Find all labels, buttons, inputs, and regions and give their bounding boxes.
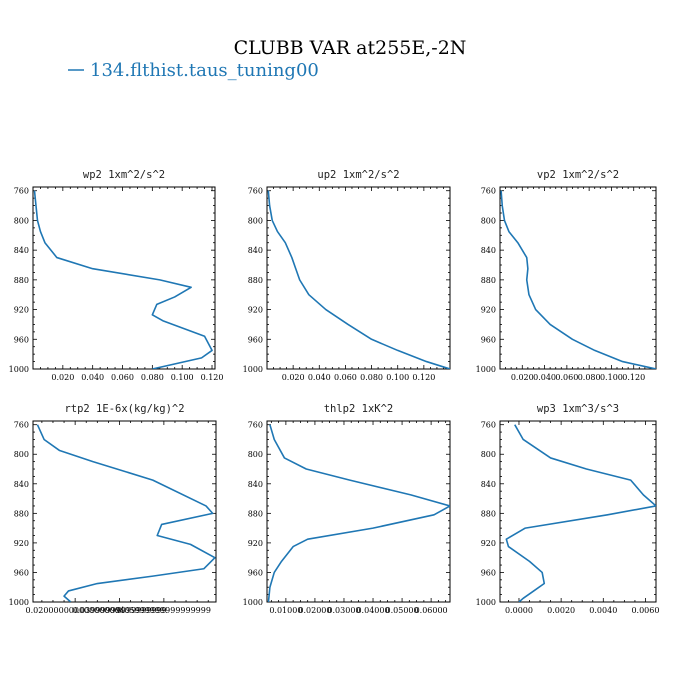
x-tick-label: 0.100 (171, 373, 194, 382)
x-tick-label: 0.080 (141, 373, 164, 382)
legend-label: 134.flthist.taus_tuning00 (90, 60, 319, 81)
x-tick-label: 0.06000 (415, 606, 448, 615)
x-tick-label: 0.040 (308, 373, 331, 382)
x-tick-label: 0.060 (555, 373, 578, 382)
y-tick-label: 880 (14, 509, 29, 518)
y-tick-label: 840 (14, 480, 29, 489)
y-tick-label: 760 (481, 421, 496, 430)
y-tick-label: 880 (481, 509, 496, 518)
x-tick-label: 0.03000 (327, 606, 360, 615)
series-line (267, 424, 450, 602)
x-tick-label: 0.01000 (269, 606, 302, 615)
x-tick-label: 0.0060 (631, 606, 659, 615)
y-tick-label: 760 (248, 187, 263, 196)
panel-6: wp3 1xm^3/s^3 760 800 840 880 920 960 1000 0.000… (476, 403, 660, 615)
y-tick-label: 1000 (476, 365, 496, 374)
panel-title: wp2 1xm^2/s^2 (83, 169, 165, 181)
y-tick-label: 880 (248, 509, 263, 518)
x-tick-label: 0.020 (51, 373, 74, 382)
y-tick-label: 800 (481, 216, 496, 225)
y-tick-label: 840 (481, 480, 496, 489)
y-tick-label: 960 (481, 568, 496, 577)
y-tick-label: 920 (248, 306, 263, 315)
y-tick-label: 800 (14, 450, 29, 459)
series-line (500, 190, 656, 369)
y-tick-label: 760 (14, 187, 29, 196)
series-line (267, 190, 450, 369)
plot-frame (32, 186, 216, 370)
x-tick-label: 0.02000 (298, 606, 331, 615)
x-tick-label: 0.120 (201, 373, 224, 382)
y-tick-label: 920 (481, 539, 496, 548)
x-tick-label: 0.040 (533, 373, 556, 382)
x-tick-label: 0.120 (412, 373, 435, 382)
x-tick-label: 0.040 (81, 373, 104, 382)
y-tick-label: 800 (248, 216, 263, 225)
y-tick-label: 1000 (9, 365, 29, 374)
panel-title: up2 1xm^2/s^2 (317, 169, 399, 181)
y-tick-label: 960 (248, 335, 263, 344)
series-line (505, 424, 656, 602)
y-tick-label: 920 (14, 306, 29, 315)
x-tick-label: 0.03999999999999999 (72, 606, 166, 615)
x-tick-label: 0.100 (600, 373, 623, 382)
y-tick-label: 1000 (9, 598, 29, 607)
panel-title: wp3 1xm^3/s^3 (537, 403, 619, 415)
y-tick-label: 840 (248, 480, 263, 489)
x-tick-label: 0.05000 (386, 606, 419, 615)
x-tick-label: 0.0000 (505, 606, 533, 615)
y-tick-label: 960 (14, 335, 29, 344)
y-tick-label: 920 (481, 306, 496, 315)
y-tick-label: 920 (14, 539, 29, 548)
y-tick-label: 800 (248, 450, 263, 459)
y-tick-label: 1000 (243, 365, 263, 374)
panel-5: thlp2 1xK^2 760 800 840 880 920 960 1000 0.01000… (243, 403, 451, 615)
x-tick-label: 0.04000 (356, 606, 389, 615)
legend: 134.flthist.taus_tuning00 (68, 60, 319, 81)
panel-2: up2 1xm^2/s^2 760 800 840 880 920 960 1000 0.020… (243, 169, 451, 382)
y-tick-label: 760 (481, 187, 496, 196)
panel-title: thlp2 1xK^2 (324, 403, 394, 415)
x-tick-label: 0.020 (511, 373, 534, 382)
panel-grid: wp2 1xm^2/s^276080084088092096010000.020… (9, 169, 660, 615)
x-tick-label: 0.0040 (589, 606, 617, 615)
x-tick-label: 0.120 (622, 373, 645, 382)
x-tick-label: 0.060 (111, 373, 134, 382)
x-tick-label: 0.060 (334, 373, 357, 382)
x-tick-label: 0.020000000000000004 (26, 606, 125, 615)
y-tick-label: 960 (248, 568, 263, 577)
panel-4: rtp2 1E-6x(kg/kg)^2 760 800 840 880 920 960 100… (9, 403, 217, 615)
x-tick-label: 0.080 (578, 373, 601, 382)
x-tick-label: 0.100 (386, 373, 409, 382)
y-tick-label: 800 (14, 216, 29, 225)
y-tick-label: 880 (481, 276, 496, 285)
y-tick-label: 920 (248, 539, 263, 548)
y-tick-label: 840 (14, 246, 29, 255)
y-tick-label: 760 (248, 421, 263, 430)
y-tick-label: 1000 (476, 598, 496, 607)
series-line (33, 190, 213, 369)
panel-title: rtp2 1E-6x(kg/kg)^2 (64, 403, 184, 415)
y-tick-label: 840 (481, 246, 496, 255)
y-tick-label: 800 (481, 450, 496, 459)
plot-frame (32, 420, 217, 603)
x-tick-label: 0.080 (360, 373, 383, 382)
y-tick-label: 960 (14, 568, 29, 577)
y-tick-label: 880 (248, 276, 263, 285)
y-tick-label: 760 (14, 421, 29, 430)
x-tick-label: 0.05999999999999999 (117, 606, 211, 615)
figure-title: CLUBB VAR at255E,-2N (234, 37, 467, 59)
x-tick-label: 0.020 (282, 373, 305, 382)
series-line (36, 424, 216, 602)
y-tick-label: 880 (14, 276, 29, 285)
y-tick-label: 960 (481, 335, 496, 344)
panel-title: vp2 1xm^2/s^2 (537, 169, 619, 181)
y-tick-label: 840 (248, 246, 263, 255)
x-tick-label: 0.0020 (547, 606, 575, 615)
y-tick-label: 1000 (243, 598, 263, 607)
panel-1: wp2 1xm^2/s^2 760 800 840 880 920 960 1000 0.020… (9, 169, 224, 382)
plot-frame (499, 420, 657, 603)
panel-3: vp2 1xm^2/s^2 760 800 840 880 920 960 1000 0.020… (476, 169, 657, 382)
